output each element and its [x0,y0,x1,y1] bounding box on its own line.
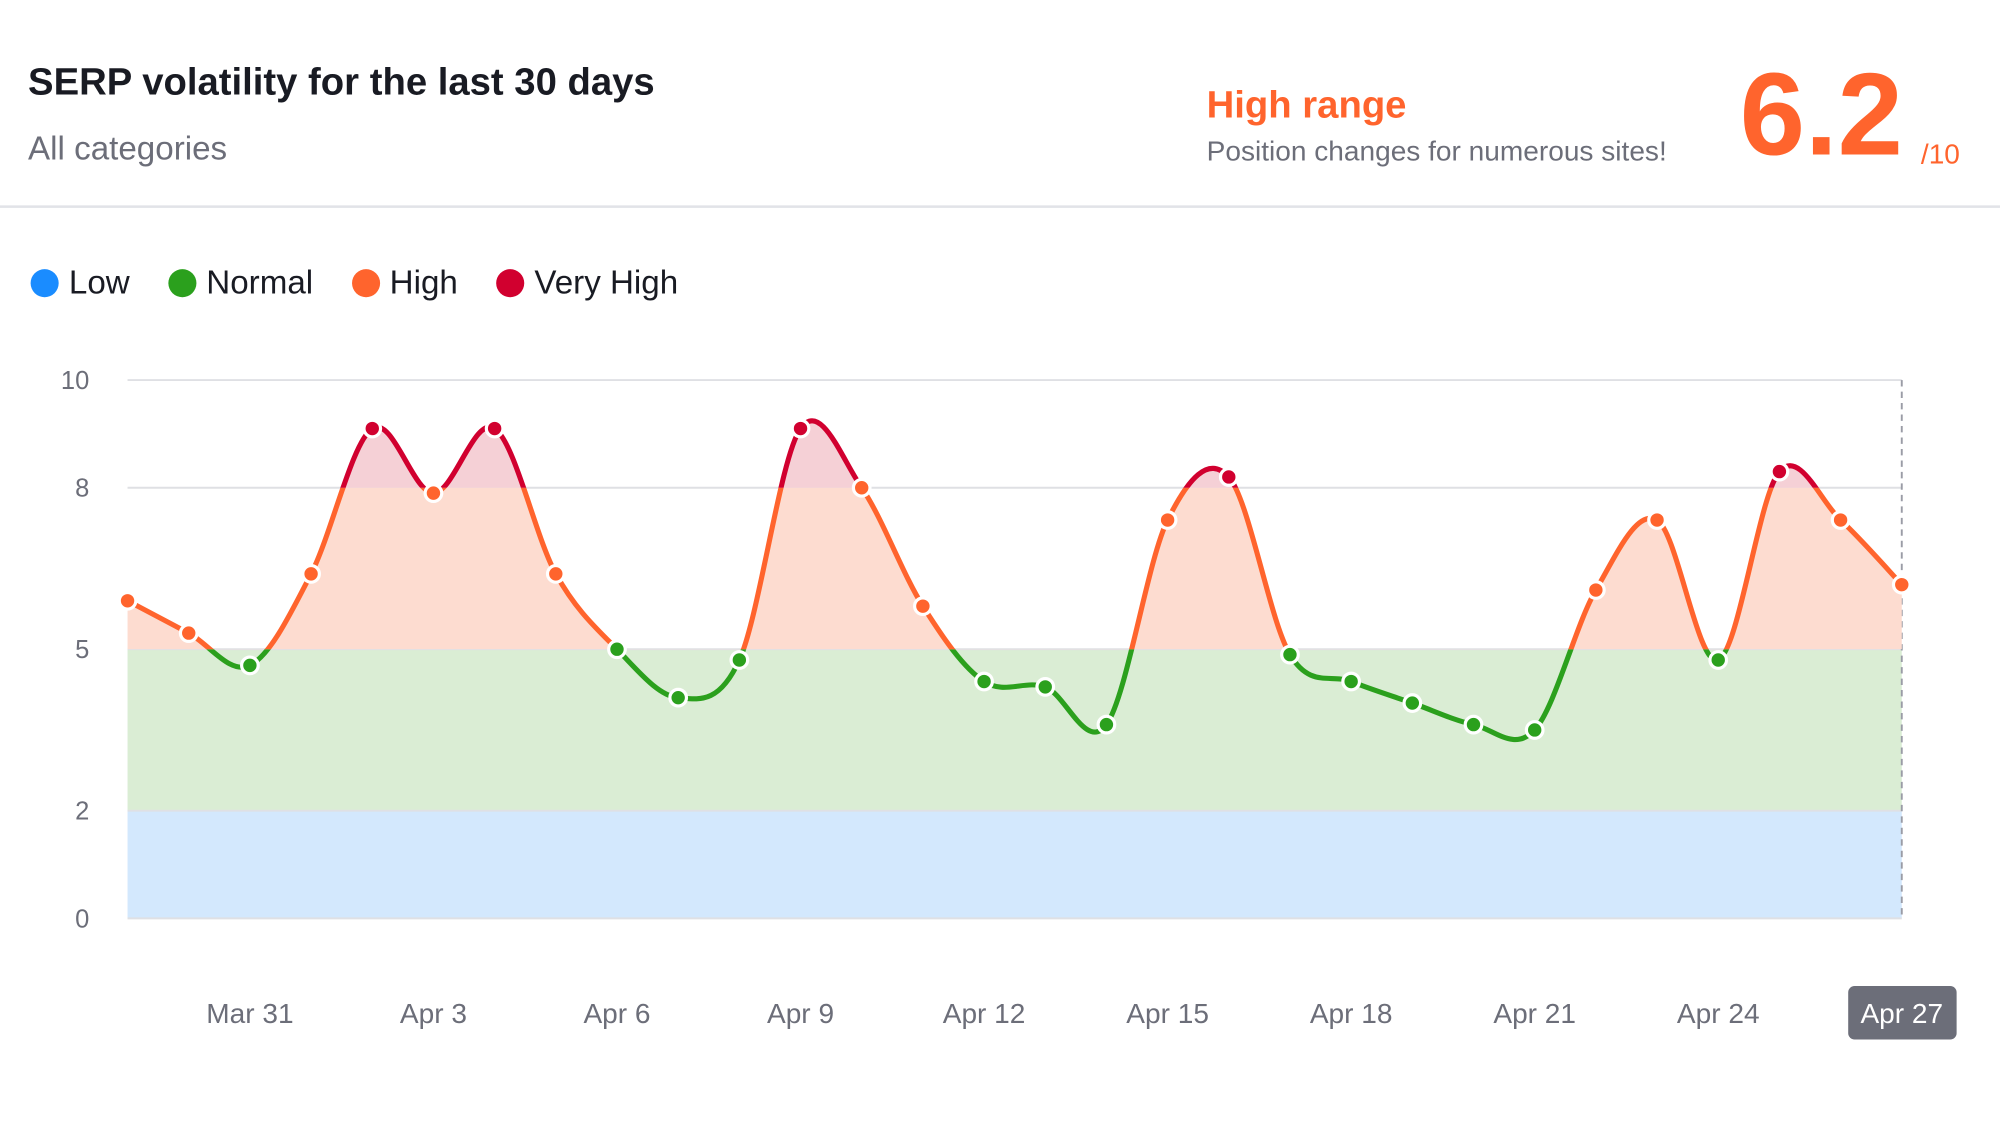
range-label: High range [1206,84,1407,127]
legend-low[interactable]: Low [30,262,130,303]
data-point [729,650,750,670]
data-point [1891,574,1912,595]
data-point [362,418,383,439]
data-point [545,563,566,584]
data-point [1035,677,1056,697]
data-point [607,639,627,660]
very-high-dot-icon [496,268,525,297]
data-point [1830,510,1851,530]
data-point [117,590,138,611]
data-point [1708,650,1729,670]
legend-label: Normal [206,262,314,302]
x-tick-label: Apr 21 [1493,998,1576,1029]
data-point [851,477,872,498]
data-point [1463,714,1484,735]
range-description: Position changes for numerous sites! [1206,135,1667,168]
y-tick-label: 5 [75,636,89,664]
score-max: /10 [1920,137,1960,170]
data-point [1157,510,1178,530]
x-tick-label: Apr 9 [767,998,834,1029]
data-point [913,596,933,617]
band-normal [127,649,1902,811]
x-tick-label: Mar 31 [206,998,293,1029]
high-area [127,487,1902,650]
data-point [1769,461,1790,482]
data-point [1218,467,1239,487]
data-point [178,623,199,643]
data-point [301,563,321,584]
legend-high[interactable]: High [351,262,458,303]
data-point [240,655,260,676]
legend-label: Low [68,262,130,302]
legend-normal[interactable]: Normal [167,262,314,303]
chart-legend: Low Normal High Very High [30,262,679,303]
data-point [1341,671,1362,692]
legend-label: Very High [534,262,679,302]
data-point [1647,510,1667,530]
data-point [974,671,994,692]
x-tick-label: Apr 12 [943,998,1026,1029]
data-point [790,418,811,439]
volatility-score: 6.2 [1739,49,1903,180]
y-tick-label: 10 [61,367,89,395]
x-tick-label: Apr 24 [1677,998,1760,1029]
x-tick-label: Apr 27 [1860,998,1943,1029]
legend-label: High [389,262,458,302]
category-label: All categories [28,128,228,168]
y-tick-label: 8 [75,475,89,503]
divider [0,205,2000,208]
data-point [423,483,444,504]
band-low [127,810,1902,919]
highlighted-date-badge [1848,985,1957,1040]
data-point [1524,720,1545,740]
data-point [1585,580,1606,600]
low-dot-icon [30,268,59,297]
normal-dot-icon [167,268,197,297]
x-tick-label: Apr 6 [583,998,650,1029]
x-tick-label: Apr 15 [1126,998,1209,1029]
widget-title: SERP volatility for the last 30 days [28,61,655,104]
high-dot-icon [351,268,380,297]
y-tick-label: 0 [75,905,89,933]
data-point [1280,644,1300,665]
data-point [484,418,505,439]
data-point [1402,693,1423,713]
x-tick-label: Apr 3 [400,998,467,1029]
legend-very-high[interactable]: Very High [496,263,678,303]
line-normal [206,649,1730,743]
data-point [668,687,689,708]
x-tick-label: Apr 18 [1310,998,1393,1029]
y-tick-label: 2 [75,798,89,826]
data-point [1096,714,1117,735]
